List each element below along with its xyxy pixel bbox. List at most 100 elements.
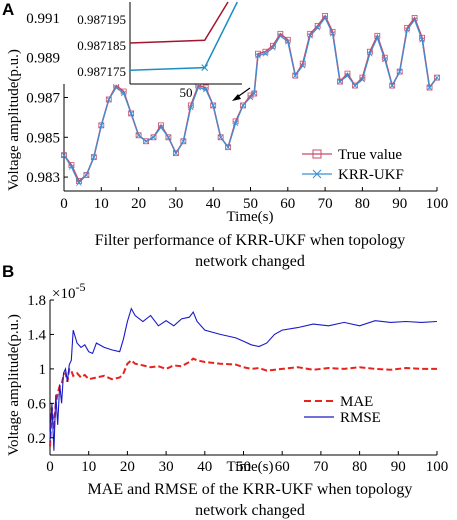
data-point xyxy=(158,124,164,131)
y-tick-label: 1.4 xyxy=(27,327,46,343)
series-line-rmse xyxy=(49,307,438,451)
data-point xyxy=(91,154,97,160)
data-point xyxy=(240,102,246,109)
inset-ytick: 0.987175 xyxy=(77,64,126,79)
data-point xyxy=(352,82,358,89)
x-tick-label: 90 xyxy=(391,459,406,475)
data-point xyxy=(396,68,403,75)
inset-ytick: 0.987195 xyxy=(77,12,126,27)
panel-b: B ×10-5 0 10 20 30 40 50 60 70 80 90 100 0.2 0.6 1 1.4… xyxy=(2,262,448,519)
legend-label: MAE xyxy=(340,394,373,410)
data-point xyxy=(389,82,396,89)
inset-line-true-value xyxy=(129,1,229,44)
panel-a-ylabel: Voltage amplitude(p.u.) xyxy=(6,49,22,191)
data-point xyxy=(202,86,209,93)
series-line-mae xyxy=(49,357,437,447)
x-tick-label: 70 xyxy=(318,196,333,212)
x-tick-label: 60 xyxy=(275,459,290,475)
data-point xyxy=(225,144,232,151)
data-point xyxy=(285,39,291,45)
data-point xyxy=(337,78,343,85)
panel-b-ylabel: Voltage amplitude(p.u.) xyxy=(6,314,22,456)
legend-entry-true-value: True value xyxy=(302,147,402,163)
y-tick-label: 0.991 xyxy=(26,11,60,27)
panel-a-xlabel: Time(s) xyxy=(227,209,274,225)
y-tick-label: 0.989 xyxy=(26,51,60,67)
data-point xyxy=(143,138,149,145)
x-tick-label: 50 xyxy=(236,459,251,475)
data-point xyxy=(120,90,127,97)
panel-a-caption-line-2: network changed xyxy=(195,253,305,270)
legend-entry-mae: MAE xyxy=(304,394,373,410)
data-point xyxy=(83,172,90,178)
data-point xyxy=(165,134,172,141)
inset-ytick: 0.987185 xyxy=(77,38,126,53)
data-point xyxy=(299,62,306,69)
panel-a-series xyxy=(61,13,440,186)
y-tick-label: 1.8 xyxy=(27,293,46,309)
data-point xyxy=(165,134,172,141)
x-tick-label: 40 xyxy=(197,459,212,475)
data-point xyxy=(225,144,231,151)
data-point xyxy=(180,138,187,145)
x-tick-label: 0 xyxy=(60,196,68,212)
data-point xyxy=(277,33,284,39)
data-point xyxy=(188,104,194,111)
panel-b-caption-line-2: network changed xyxy=(195,502,305,519)
panel-b-legend: MAE RMSE xyxy=(304,394,381,426)
y-tick-label: 0.985 xyxy=(26,130,60,146)
y-tick-label: 1 xyxy=(39,362,47,378)
x-tick-label: 10 xyxy=(81,459,96,475)
x-tick-label: 50 xyxy=(243,196,258,212)
inset-xtick: 50 xyxy=(180,85,193,100)
x-tick-label: 20 xyxy=(120,459,135,475)
panel-a-legend: True value KRR-UKF xyxy=(302,147,404,183)
data-point xyxy=(411,17,418,23)
data-point xyxy=(344,72,351,79)
data-point xyxy=(367,50,373,57)
data-point xyxy=(322,15,328,21)
data-point xyxy=(150,134,157,141)
data-point xyxy=(251,90,258,97)
data-point xyxy=(76,180,82,186)
data-point xyxy=(434,74,440,81)
inset-data-point xyxy=(201,64,209,71)
data-point xyxy=(314,25,321,31)
data-point xyxy=(150,134,157,141)
x-tick-label: 0 xyxy=(46,459,54,475)
x-tick-label: 10 xyxy=(94,196,109,212)
data-point xyxy=(292,72,299,79)
y-tick-label: 0.2 xyxy=(27,431,46,447)
x-tick-label: 80 xyxy=(352,459,367,475)
data-point xyxy=(329,31,336,37)
data-point xyxy=(217,134,224,141)
legend-entry-rmse: RMSE xyxy=(304,410,381,426)
y-tick-label: 0.987 xyxy=(26,90,60,106)
data-point xyxy=(128,110,134,117)
legend-label: RMSE xyxy=(340,410,381,426)
data-point xyxy=(389,82,396,89)
legend-entry-krr-ukf: KRR-UKF xyxy=(302,167,404,183)
panel-a-ticks: 0 10 20 30 40 50 60 70 80 90 100 0.983 0.985 0.987 0.9… xyxy=(26,11,448,212)
panel-b-ticks: 0 10 20 30 40 50 60 70 80 90 100 0.2 0.6 1 1.4 1.8 xyxy=(27,293,448,475)
data-point xyxy=(68,164,75,170)
panel-b-label: B xyxy=(2,262,14,281)
x-tick-label: 100 xyxy=(426,196,449,212)
x-tick-label: 60 xyxy=(280,196,295,212)
data-point xyxy=(135,132,142,139)
data-point xyxy=(61,152,67,158)
x-tick-label: 80 xyxy=(355,196,370,212)
x-tick-label: 30 xyxy=(168,196,183,212)
data-point xyxy=(98,122,105,129)
data-point xyxy=(374,35,381,41)
x-tick-label: 20 xyxy=(131,196,146,212)
data-point xyxy=(105,96,112,103)
data-point xyxy=(135,132,142,139)
panel-b-xlabel: Time(s) xyxy=(227,459,274,475)
legend-label: True value xyxy=(338,147,402,163)
data-point xyxy=(359,76,366,83)
panel-b-scale-label: ×10-5 xyxy=(52,280,85,302)
data-point xyxy=(83,172,90,178)
x-tick-label: 100 xyxy=(426,459,449,475)
